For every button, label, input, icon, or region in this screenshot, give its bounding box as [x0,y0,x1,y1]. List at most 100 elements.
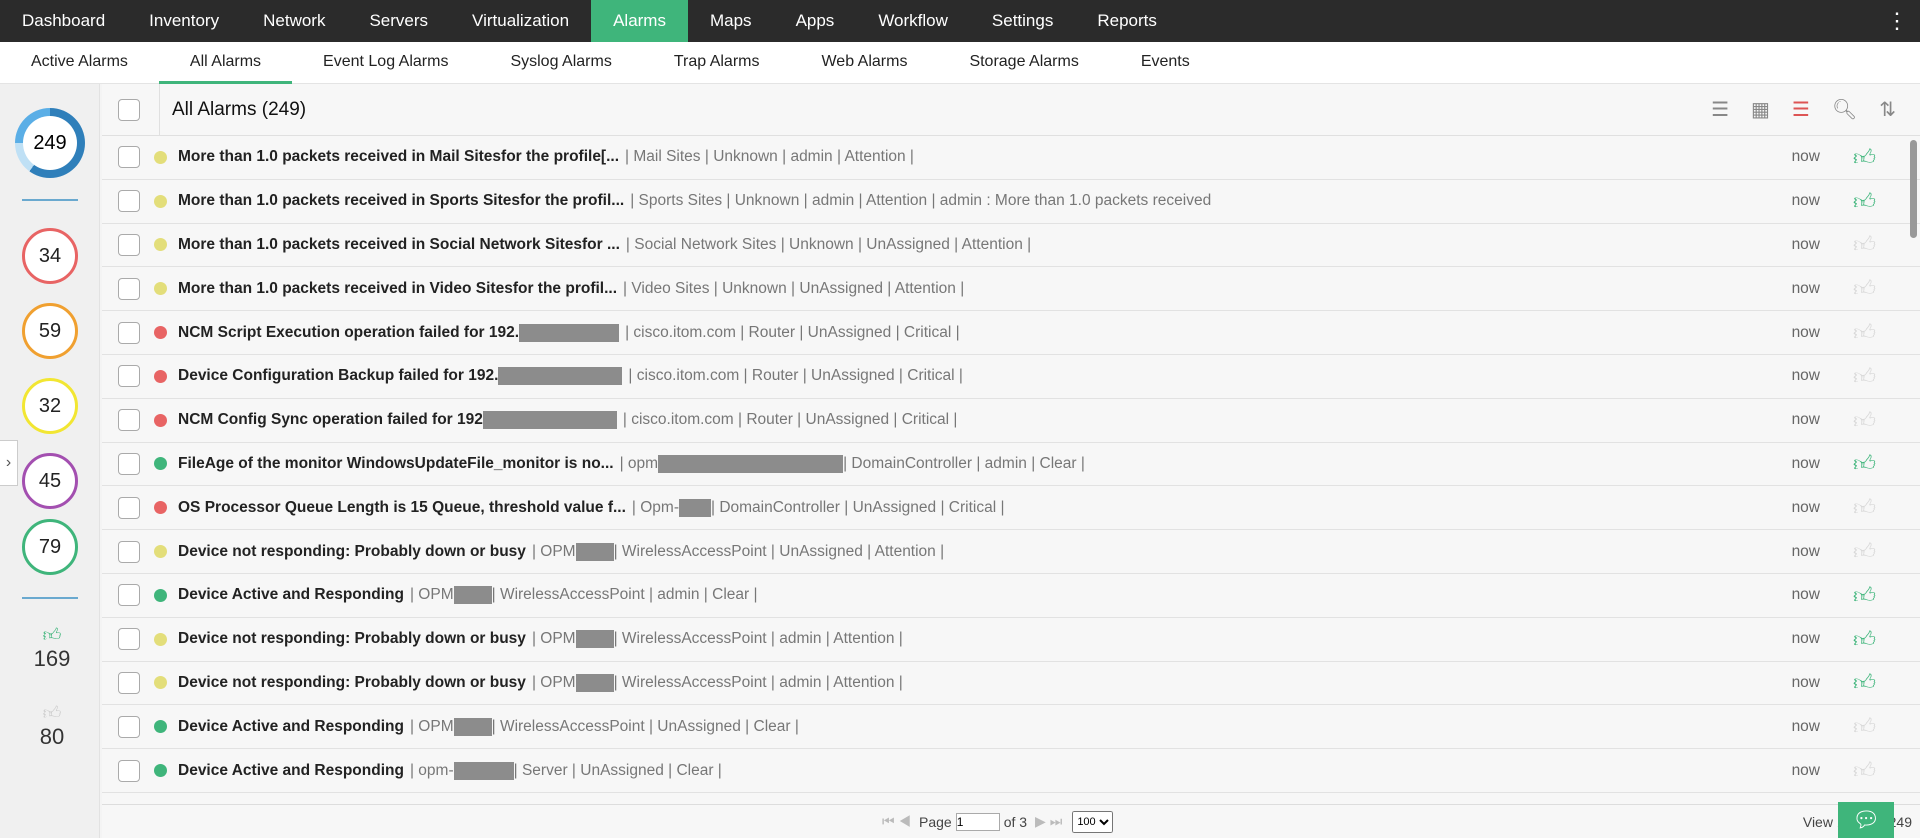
acknowledged-thumb-icon[interactable]: 👍︎ [1853,582,1876,608]
alarm-row[interactable]: NCM Config Sync operation failed for 192… [102,399,1920,443]
acknowledge-thumb-icon[interactable]: 👍︎ [1853,495,1876,521]
row-checkbox[interactable] [118,628,140,651]
attention-count[interactable]: 32 [22,378,78,434]
row-checkbox[interactable] [118,671,140,694]
nav-tab-maps[interactable]: Maps [709,11,752,30]
acknowledge-thumb-icon[interactable]: 👍︎ [1853,320,1876,346]
nav-tab-servers[interactable]: Servers [369,11,429,30]
alarm-row[interactable]: Device Active and Responding | OPM | Wirel… [102,574,1920,618]
unacknowledged-count[interactable]: 80 [39,724,65,749]
alarm-message[interactable]: FileAge of the monitor WindowsUpdateFile… [178,454,614,472]
nav-tab-workflow[interactable]: Workflow [878,11,948,30]
alarm-message[interactable]: Device Active and Responding [178,717,404,735]
page-size-select[interactable]: 100 [1072,810,1114,833]
nav-tab-apps[interactable]: Apps [795,11,835,30]
alarm-message[interactable]: Device not responding: Probably down or … [178,542,526,560]
alarm-row[interactable]: Device Configuration Backup failed for 1… [102,355,1920,399]
acknowledge-thumb-icon[interactable]: 👍︎ [1853,539,1876,565]
alarm-message[interactable]: NCM Script Execution operation failed fo… [178,323,520,341]
subtab-events[interactable]: Events [1140,52,1190,70]
nav-tab-dashboard[interactable]: Dashboard [22,11,106,30]
row-checkbox[interactable] [118,233,140,256]
row-checkbox[interactable] [118,759,140,782]
expand-sidebar-button[interactable]: › [0,440,18,486]
subtab-web-alarms[interactable]: Web Alarms [821,52,908,70]
acknowledge-thumb-icon[interactable]: 👍︎ [1853,232,1876,258]
alarm-message[interactable]: Device Configuration Backup failed for 1… [178,367,499,385]
alarm-message[interactable]: More than 1.0 packets received in Social… [178,235,620,253]
subtab-all-alarms[interactable]: All Alarms [158,42,293,84]
row-checkbox[interactable] [118,365,140,388]
alarm-row[interactable]: More than 1.0 packets received in Mail S… [102,136,1920,180]
row-checkbox[interactable] [118,321,140,344]
alarm-message[interactable]: More than 1.0 packets received in Sports… [178,192,625,210]
chat-button[interactable]: 💬︎ [1838,802,1894,838]
alarm-message[interactable]: Device not responding: Probably down or … [178,673,526,691]
alarm-row[interactable]: OS Processor Queue Length is 15 Queue, t… [102,486,1920,531]
acknowledged-thumb-icon[interactable]: 👍︎ [1853,451,1876,477]
alarm-row[interactable]: FileAge of the monitor WindowsUpdateFile… [102,443,1920,487]
total-alarms-donut[interactable]: 249 [15,108,85,178]
acknowledge-thumb-icon[interactable]: 👍︎ [1853,407,1876,433]
severity-view-icon[interactable]: ☰ [1791,99,1810,121]
page-input[interactable] [955,812,1000,831]
alarm-message[interactable]: NCM Config Sync operation failed for 192 [178,411,483,429]
nav-tab-settings[interactable]: Settings [991,11,1054,30]
row-checkbox[interactable] [118,277,140,300]
grid-view-icon[interactable]: ▦ [1751,99,1770,121]
select-all-checkbox[interactable] [118,98,140,121]
row-checkbox[interactable] [118,190,140,213]
acknowledged-thumb-icon[interactable]: 👍︎ [1853,626,1876,652]
acknowledged-thumb-icon[interactable]: 👍︎ [1853,188,1876,214]
nav-tab-virtualization[interactable]: Virtualization [472,11,570,30]
acknowledge-thumb-icon[interactable]: 👍︎ [1853,714,1876,740]
subtab-syslog-alarms[interactable]: Syslog Alarms [510,52,612,70]
alarm-message[interactable]: Device Active and Responding [178,761,404,779]
sort-icon[interactable]: ⇅ [1879,99,1896,121]
nav-tab-network[interactable]: Network [263,11,326,30]
row-checkbox[interactable] [118,146,140,169]
row-checkbox[interactable] [118,715,140,738]
scrollbar[interactable] [1910,140,1917,238]
subtab-active-alarms[interactable]: Active Alarms [31,52,128,70]
nav-tab-alarms[interactable]: Alarms [591,0,688,42]
acknowledge-thumb-icon[interactable]: 👍︎ [1853,276,1876,302]
nav-tab-reports[interactable]: Reports [1097,11,1157,30]
alarm-row[interactable]: Device not responding: Probably down or … [102,662,1920,706]
row-checkbox[interactable] [118,409,140,432]
subtab-trap-alarms[interactable]: Trap Alarms [673,52,760,70]
acknowledged-count[interactable]: 169 [33,646,71,671]
nav-tab-inventory[interactable]: Inventory [149,11,220,30]
first-prev-page-icon[interactable]: ⏮ ◀ [882,813,911,829]
critical-count[interactable]: 34 [22,228,78,284]
alarm-message[interactable]: More than 1.0 packets received in Video … [178,279,618,297]
acknowledge-thumb-icon[interactable]: 👍︎ [1853,363,1876,389]
row-checkbox[interactable] [118,452,140,475]
alarm-message[interactable]: OS Processor Queue Length is 15 Queue, t… [178,498,626,516]
row-checkbox[interactable] [118,496,140,519]
row-checkbox[interactable] [118,540,140,563]
alarm-message[interactable]: Device not responding: Probably down or … [178,630,526,648]
alarm-row[interactable]: Device not responding: Probably down or … [102,618,1920,662]
alarm-row[interactable]: Device Active and Responding | opm- | Serv… [102,749,1920,793]
acknowledged-thumb-icon[interactable]: 👍︎ [1853,670,1876,696]
alarm-row[interactable]: More than 1.0 packets received in Social… [102,224,1920,268]
service-down-count[interactable]: 45 [22,453,78,509]
acknowledged-thumb-icon[interactable]: 👍︎ [1853,144,1876,170]
acknowledge-thumb-icon[interactable]: 👍︎ [1853,758,1876,784]
alarm-row[interactable]: NCM Script Execution operation failed fo… [102,311,1920,355]
next-last-page-icon[interactable]: ▶ ⏭ [1035,813,1063,829]
alarm-row[interactable]: More than 1.0 packets received in Video … [102,267,1920,312]
search-icon[interactable]: 🔍︎ [1831,99,1858,121]
alarm-message[interactable]: Device Active and Responding [178,586,404,604]
row-checkbox[interactable] [118,584,140,607]
list-view-icon[interactable]: ☰ [1711,99,1729,121]
trouble-count[interactable]: 59 [22,303,78,359]
clear-count[interactable]: 79 [22,519,78,575]
alarm-message[interactable]: More than 1.0 packets received in Mail S… [178,148,620,166]
more-menu-icon[interactable]: ⋮ [1886,8,1908,33]
alarm-row[interactable]: More than 1.0 packets received in Sports… [102,180,1920,224]
subtab-storage-alarms[interactable]: Storage Alarms [969,52,1079,70]
alarm-row[interactable]: Device Active and Responding | OPM | Wirel… [102,705,1920,750]
alarm-row[interactable]: Device not responding: Probably down or … [102,530,1920,574]
